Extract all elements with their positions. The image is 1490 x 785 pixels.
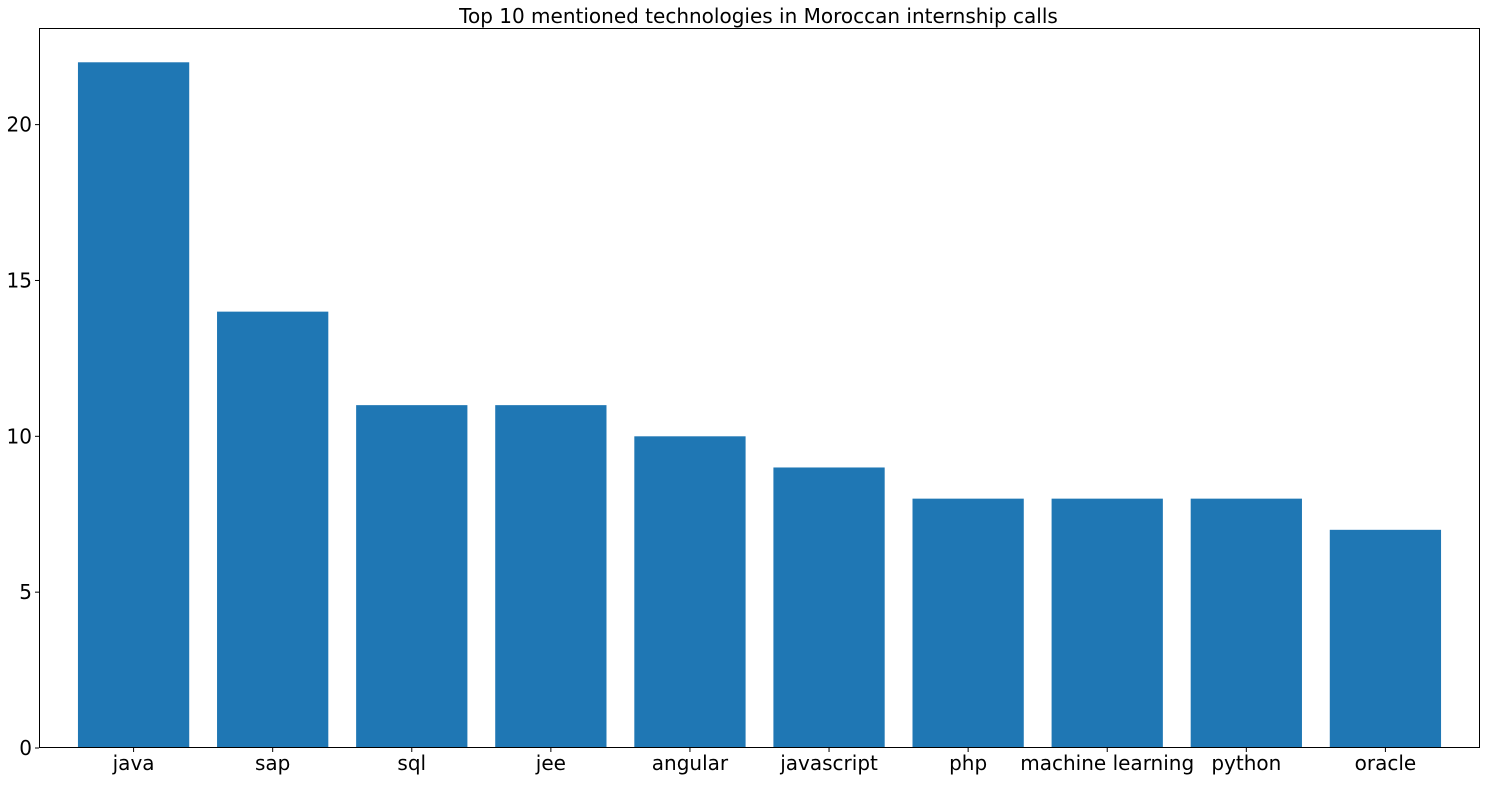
y-tick-label: 20 [7,113,32,137]
x-tick-label: java [112,751,155,775]
y-tick-label: 5 [19,580,32,604]
bar-angular [634,436,746,748]
x-tick-label: php [949,751,987,775]
bar-python [1190,498,1302,748]
x-tick-label: jee [535,751,566,775]
bar-java [77,62,190,749]
y-tick-label: 0 [19,736,32,760]
bar-php [912,498,1024,748]
bars-layer [77,62,1442,749]
x-tick-label: javascript [779,751,878,775]
x-tick-label: machine learning [1020,751,1194,775]
bar-machine-learning [1051,498,1163,748]
x-tick-label: sql [397,751,426,775]
x-tick-label: oracle [1355,751,1417,775]
axes-frame [39,28,1480,748]
x-tick-label: python [1211,751,1281,775]
x-tick-label: sap [255,751,290,775]
bar-sap [217,311,329,748]
bar-oracle [1329,529,1442,748]
x-tick-label: angular [652,751,729,775]
y-tick-label: 15 [7,268,32,292]
y-tick-label: 10 [7,424,32,448]
bar-jee [495,405,607,748]
chart-title: Top 10 mentioned technologies in Morocca… [459,4,1058,28]
bar-sql [356,405,468,748]
bar-javascript [773,467,885,748]
axes-layer: 0 5 10 15 20 java sap sql jee angular javascript ph… [7,28,1480,775]
